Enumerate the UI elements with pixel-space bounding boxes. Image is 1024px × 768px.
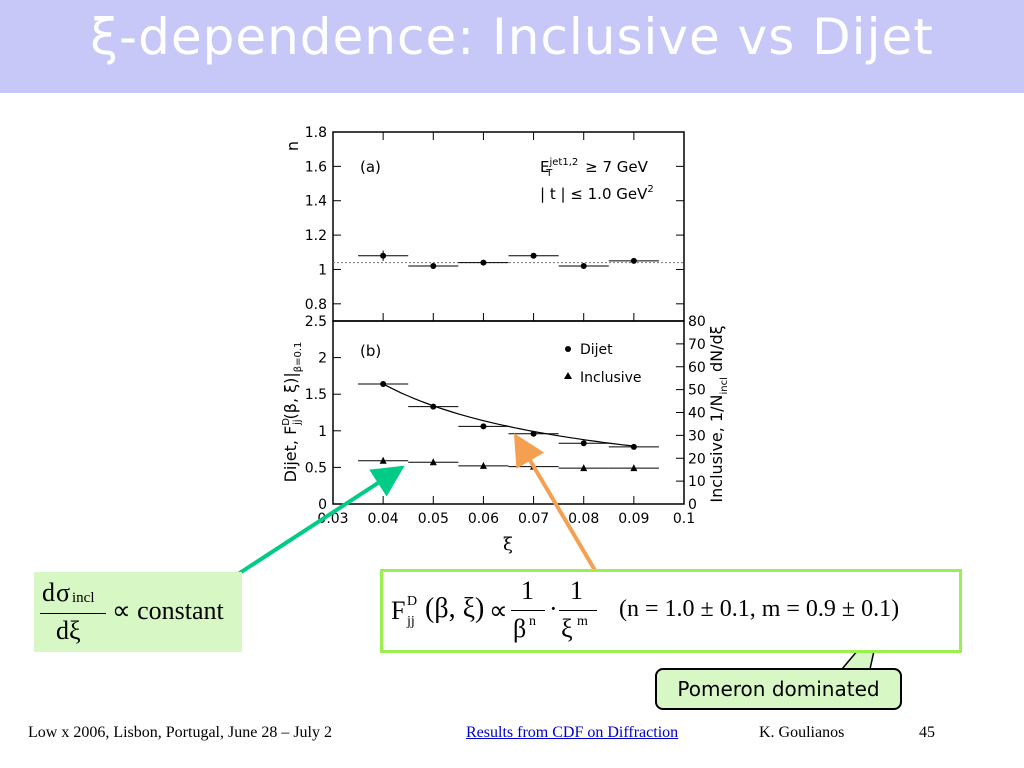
panel-b-xtick-label: 0.08 <box>568 511 599 527</box>
formula-rel: ∝ constant <box>112 596 224 625</box>
footer-page-number: 45 <box>919 724 935 741</box>
panel-b-ytick-label: 1.5 <box>305 387 327 403</box>
formula-prop: ∝ <box>489 596 508 625</box>
formula-F-sup: D <box>407 594 418 609</box>
panel-a-ylabel: n <box>283 141 302 151</box>
panel-a-ytick-label: 0.8 <box>305 297 327 313</box>
panel-a-annotation-t: | t | ≤ 1.0 GeV2 <box>540 184 654 203</box>
dijet-point <box>530 430 537 437</box>
formula-beta: β <box>513 614 527 643</box>
formula-dot: · <box>549 594 558 623</box>
panel-b-xtick-label: 0.09 <box>618 511 649 527</box>
inclusive-point <box>580 464 588 472</box>
dijet-point <box>380 380 387 387</box>
panel-b-xtick-label: 0.07 <box>518 511 549 527</box>
panel-a-point <box>380 252 387 259</box>
panel-a-ytick-label: 1.4 <box>305 194 327 210</box>
panel-a-ytick-label: 1.8 <box>305 125 327 141</box>
inclusive-point <box>479 461 487 469</box>
panel-b-ytick-label: 2.5 <box>305 314 327 330</box>
fraction-bar-a <box>511 610 545 611</box>
panel-b-ytick-right-label: 70 <box>688 337 706 353</box>
dijet-fit-curve <box>382 383 634 447</box>
panel-b-ytick-label: 0 <box>318 497 327 513</box>
dijet-formula-box: F D jj (β, ξ) ∝ 1 β n · 1 ξ m (n = 1.0 ±… <box>380 569 962 653</box>
dijet-point <box>430 403 437 410</box>
formula-one-b: 1 <box>570 576 583 605</box>
formula-F: F <box>391 596 406 625</box>
panel-b-xtick-label: 0.06 <box>468 511 499 527</box>
panel-a-point <box>430 263 437 270</box>
legend-marker-inclusive <box>564 372 572 379</box>
dijet-point <box>630 443 637 450</box>
inclusive-point <box>630 464 638 472</box>
callout-text: Pomeron dominated <box>677 677 880 701</box>
footer-author: K. Goulianos <box>759 724 845 741</box>
inclusive-point <box>379 456 387 464</box>
panel-a-ytick-label: 1 <box>318 262 327 278</box>
footer-link[interactable]: Results from CDF on Diffraction <box>466 724 679 741</box>
panel-b-ytick-right-label: 20 <box>688 451 706 467</box>
legend-label-inclusive: Inclusive <box>580 370 642 386</box>
formula-num-sub: incl <box>72 590 95 606</box>
panel-b-label: (b) <box>360 342 381 360</box>
formula-den: dξ <box>56 616 81 645</box>
panel-a-point <box>630 257 637 264</box>
dijet-point <box>580 440 587 447</box>
panel-b-ytick-right-label: 30 <box>688 428 706 444</box>
panel-a-ytick-label: 1.6 <box>305 159 327 175</box>
panel-b-ytick-right-label: 10 <box>688 474 706 490</box>
formula-beta-exp: n <box>529 614 536 629</box>
legend-marker-dijet <box>565 346 571 352</box>
panel-a-label: (a) <box>360 158 381 176</box>
panel-b-ytick-right-label: 40 <box>688 406 706 422</box>
inclusive-point <box>429 458 437 466</box>
panel-b-ytick-label: 0.5 <box>305 460 327 476</box>
formula-args: (β, ξ) <box>425 593 485 624</box>
panel-b-ylabel-right: Inclusive, 1/Nincl dN/dξ <box>707 325 730 502</box>
formula-one-a: 1 <box>521 576 534 605</box>
panel-b-ylabel: Dijet, FDjj(β, ξ)|β=0.1 <box>281 342 304 483</box>
panel-b-ytick-label: 1 <box>318 424 327 440</box>
panel-b-ytick-right-label: 60 <box>688 360 706 376</box>
panel-b-ytick-right-label: 50 <box>688 383 706 399</box>
orange-arrow <box>513 433 598 574</box>
pomeron-callout: Pomeron dominated <box>655 668 902 710</box>
panel-b-xlabel: ξ <box>503 534 513 555</box>
fraction-bar-b <box>559 610 597 611</box>
panel-b-ytick-right-label: 0 <box>688 497 697 513</box>
formula-num-sigma: σ <box>56 578 71 607</box>
dijet-point <box>480 423 487 430</box>
formula-params: (n = 1.0 ± 0.1, m = 0.9 ± 0.1) <box>619 596 900 622</box>
legend-label-dijet: Dijet <box>580 342 613 358</box>
panel-b-xtick-label: 0.1 <box>673 511 695 527</box>
formula-F-sub: jj <box>407 614 415 629</box>
panel-a-point <box>530 252 537 259</box>
title-bar: ξ-dependence: Inclusive vs Dijet <box>0 0 1024 93</box>
footer: Low x 2006, Lisbon, Portugal, June 28 – … <box>0 724 1024 748</box>
panel-b-xtick-label: 0.05 <box>418 511 449 527</box>
slide-title: ξ-dependence: Inclusive vs Dijet <box>90 8 934 66</box>
green-arrow <box>230 465 405 580</box>
inclusive-formula-box: d σ incl dξ ∝ constant <box>34 572 242 652</box>
fraction-bar <box>40 613 106 614</box>
panel-b-ytick-right-label: 80 <box>688 314 706 330</box>
panel-a-point <box>480 259 487 266</box>
panel-a-ytick-label: 1.2 <box>305 228 327 244</box>
panel-a: 0.8 1 1.2 1.4 1.6 1.8n (a) Ejet1,2 T ≥ 7 GeV | t … <box>283 125 685 322</box>
footer-conference: Low x 2006, Lisbon, Portugal, June 28 – … <box>28 724 332 741</box>
formula-num-d: d <box>42 578 55 607</box>
panel-a-annotation-et: Ejet1,2 T ≥ 7 GeV <box>540 157 649 179</box>
panel-b-xtick-label: 0.04 <box>368 511 399 527</box>
panel-b-ytick-label: 2 <box>318 351 327 367</box>
panel-a-point <box>580 263 587 270</box>
formula-xi: ξ <box>561 614 573 643</box>
formula-xi-exp: m <box>577 614 588 629</box>
